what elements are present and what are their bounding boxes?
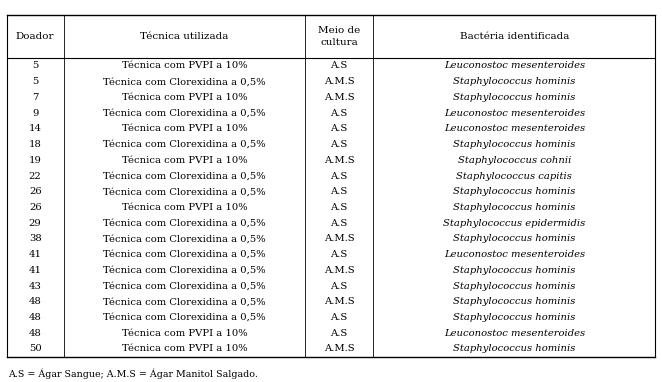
Text: Staphylococcus hominis: Staphylococcus hominis — [453, 187, 575, 196]
Text: 29: 29 — [28, 219, 42, 228]
Text: Técnica com Clorexidina a 0,5%: Técnica com Clorexidina a 0,5% — [103, 172, 265, 181]
Text: 41: 41 — [28, 266, 42, 275]
Text: A.M.S: A.M.S — [324, 266, 354, 275]
Text: 41: 41 — [28, 250, 42, 259]
Text: Staphylococcus hominis: Staphylococcus hominis — [453, 77, 575, 86]
Text: A.M.S: A.M.S — [324, 93, 354, 102]
Text: 5: 5 — [32, 62, 38, 70]
Text: 22: 22 — [28, 172, 42, 181]
Text: Staphylococcus hominis: Staphylococcus hominis — [453, 140, 575, 149]
Text: Staphylococcus hominis: Staphylococcus hominis — [453, 313, 575, 322]
Text: A.M.S: A.M.S — [324, 297, 354, 306]
Text: A.S: A.S — [330, 203, 348, 212]
Text: A.M.S: A.M.S — [324, 345, 354, 353]
Text: Técnica com Clorexidina a 0,5%: Técnica com Clorexidina a 0,5% — [103, 219, 265, 228]
Text: Técnica com Clorexidina a 0,5%: Técnica com Clorexidina a 0,5% — [103, 282, 265, 291]
Text: Staphylococcus hominis: Staphylococcus hominis — [453, 93, 575, 102]
Text: Staphylococcus hominis: Staphylococcus hominis — [453, 297, 575, 306]
Text: Técnica com Clorexidina a 0,5%: Técnica com Clorexidina a 0,5% — [103, 140, 265, 149]
Text: Meio de
cultura: Meio de cultura — [318, 26, 360, 47]
Text: A.S: A.S — [330, 250, 348, 259]
Text: Leuconostoc mesenteroides: Leuconostoc mesenteroides — [444, 108, 585, 118]
Text: 18: 18 — [28, 140, 42, 149]
Text: A.S: A.S — [330, 108, 348, 118]
Text: Técnica com PVPI a 10%: Técnica com PVPI a 10% — [122, 156, 247, 165]
Text: A.S: A.S — [330, 329, 348, 338]
Text: A.S: A.S — [330, 125, 348, 133]
Text: 48: 48 — [28, 297, 42, 306]
Text: A.M.S: A.M.S — [324, 77, 354, 86]
Text: Staphylococcus epidermidis: Staphylococcus epidermidis — [443, 219, 585, 228]
Text: Técnica com Clorexidina a 0,5%: Técnica com Clorexidina a 0,5% — [103, 250, 265, 259]
Text: Técnica com Clorexidina a 0,5%: Técnica com Clorexidina a 0,5% — [103, 187, 265, 196]
Text: A.S: A.S — [330, 187, 348, 196]
Text: A.S = Ágar Sangue; A.M.S = Ágar Manitol Salgado.: A.S = Ágar Sangue; A.M.S = Ágar Manitol … — [8, 368, 258, 379]
Text: 9: 9 — [32, 108, 38, 118]
Text: Staphylococcus hominis: Staphylococcus hominis — [453, 235, 575, 243]
Text: Leuconostoc mesenteroides: Leuconostoc mesenteroides — [444, 62, 585, 70]
Text: A.S: A.S — [330, 219, 348, 228]
Text: A.S: A.S — [330, 140, 348, 149]
Text: Leuconostoc mesenteroides: Leuconostoc mesenteroides — [444, 250, 585, 259]
Text: Staphylococcus hominis: Staphylococcus hominis — [453, 203, 575, 212]
Text: Doador: Doador — [16, 32, 54, 41]
Text: Staphylococcus hominis: Staphylococcus hominis — [453, 345, 575, 353]
Text: A.S: A.S — [330, 172, 348, 181]
Text: Técnica utilizada: Técnica utilizada — [140, 32, 228, 41]
Text: 5: 5 — [32, 77, 38, 86]
Text: 14: 14 — [28, 125, 42, 133]
Text: A.S: A.S — [330, 62, 348, 70]
Text: Técnica com Clorexidina a 0,5%: Técnica com Clorexidina a 0,5% — [103, 108, 265, 118]
Text: Staphylococcus hominis: Staphylococcus hominis — [453, 282, 575, 291]
Text: Técnica com Clorexidina a 0,5%: Técnica com Clorexidina a 0,5% — [103, 297, 265, 306]
Text: 26: 26 — [29, 187, 42, 196]
Text: Técnica com Clorexidina a 0,5%: Técnica com Clorexidina a 0,5% — [103, 77, 265, 86]
Text: Leuconostoc mesenteroides: Leuconostoc mesenteroides — [444, 125, 585, 133]
Text: 7: 7 — [32, 93, 38, 102]
Text: Leuconostoc mesenteroides: Leuconostoc mesenteroides — [444, 329, 585, 338]
Text: Técnica com PVPI a 10%: Técnica com PVPI a 10% — [122, 62, 247, 70]
Text: 50: 50 — [28, 345, 42, 353]
Text: Staphylococcus cohnii: Staphylococcus cohnii — [457, 156, 571, 165]
Text: 48: 48 — [28, 329, 42, 338]
Text: Staphylococcus capitis: Staphylococcus capitis — [456, 172, 572, 181]
Text: Técnica com Clorexidina a 0,5%: Técnica com Clorexidina a 0,5% — [103, 235, 265, 243]
Text: 26: 26 — [29, 203, 42, 212]
Text: Staphylococcus hominis: Staphylococcus hominis — [453, 266, 575, 275]
Text: Técnica com PVPI a 10%: Técnica com PVPI a 10% — [122, 125, 247, 133]
Text: A.S: A.S — [330, 282, 348, 291]
Text: Técnica com PVPI a 10%: Técnica com PVPI a 10% — [122, 329, 247, 338]
Text: Bactéria identificada: Bactéria identificada — [459, 32, 569, 41]
Text: Técnica com PVPI a 10%: Técnica com PVPI a 10% — [122, 203, 247, 212]
Text: Técnica com Clorexidina a 0,5%: Técnica com Clorexidina a 0,5% — [103, 266, 265, 275]
Text: A.S: A.S — [330, 313, 348, 322]
Text: Técnica com PVPI a 10%: Técnica com PVPI a 10% — [122, 345, 247, 353]
Text: A.M.S: A.M.S — [324, 156, 354, 165]
Text: 38: 38 — [28, 235, 42, 243]
Text: Técnica com PVPI a 10%: Técnica com PVPI a 10% — [122, 93, 247, 102]
Text: 19: 19 — [28, 156, 42, 165]
Text: 43: 43 — [28, 282, 42, 291]
Text: A.M.S: A.M.S — [324, 235, 354, 243]
Text: 48: 48 — [28, 313, 42, 322]
Text: Técnica com Clorexidina a 0,5%: Técnica com Clorexidina a 0,5% — [103, 313, 265, 322]
